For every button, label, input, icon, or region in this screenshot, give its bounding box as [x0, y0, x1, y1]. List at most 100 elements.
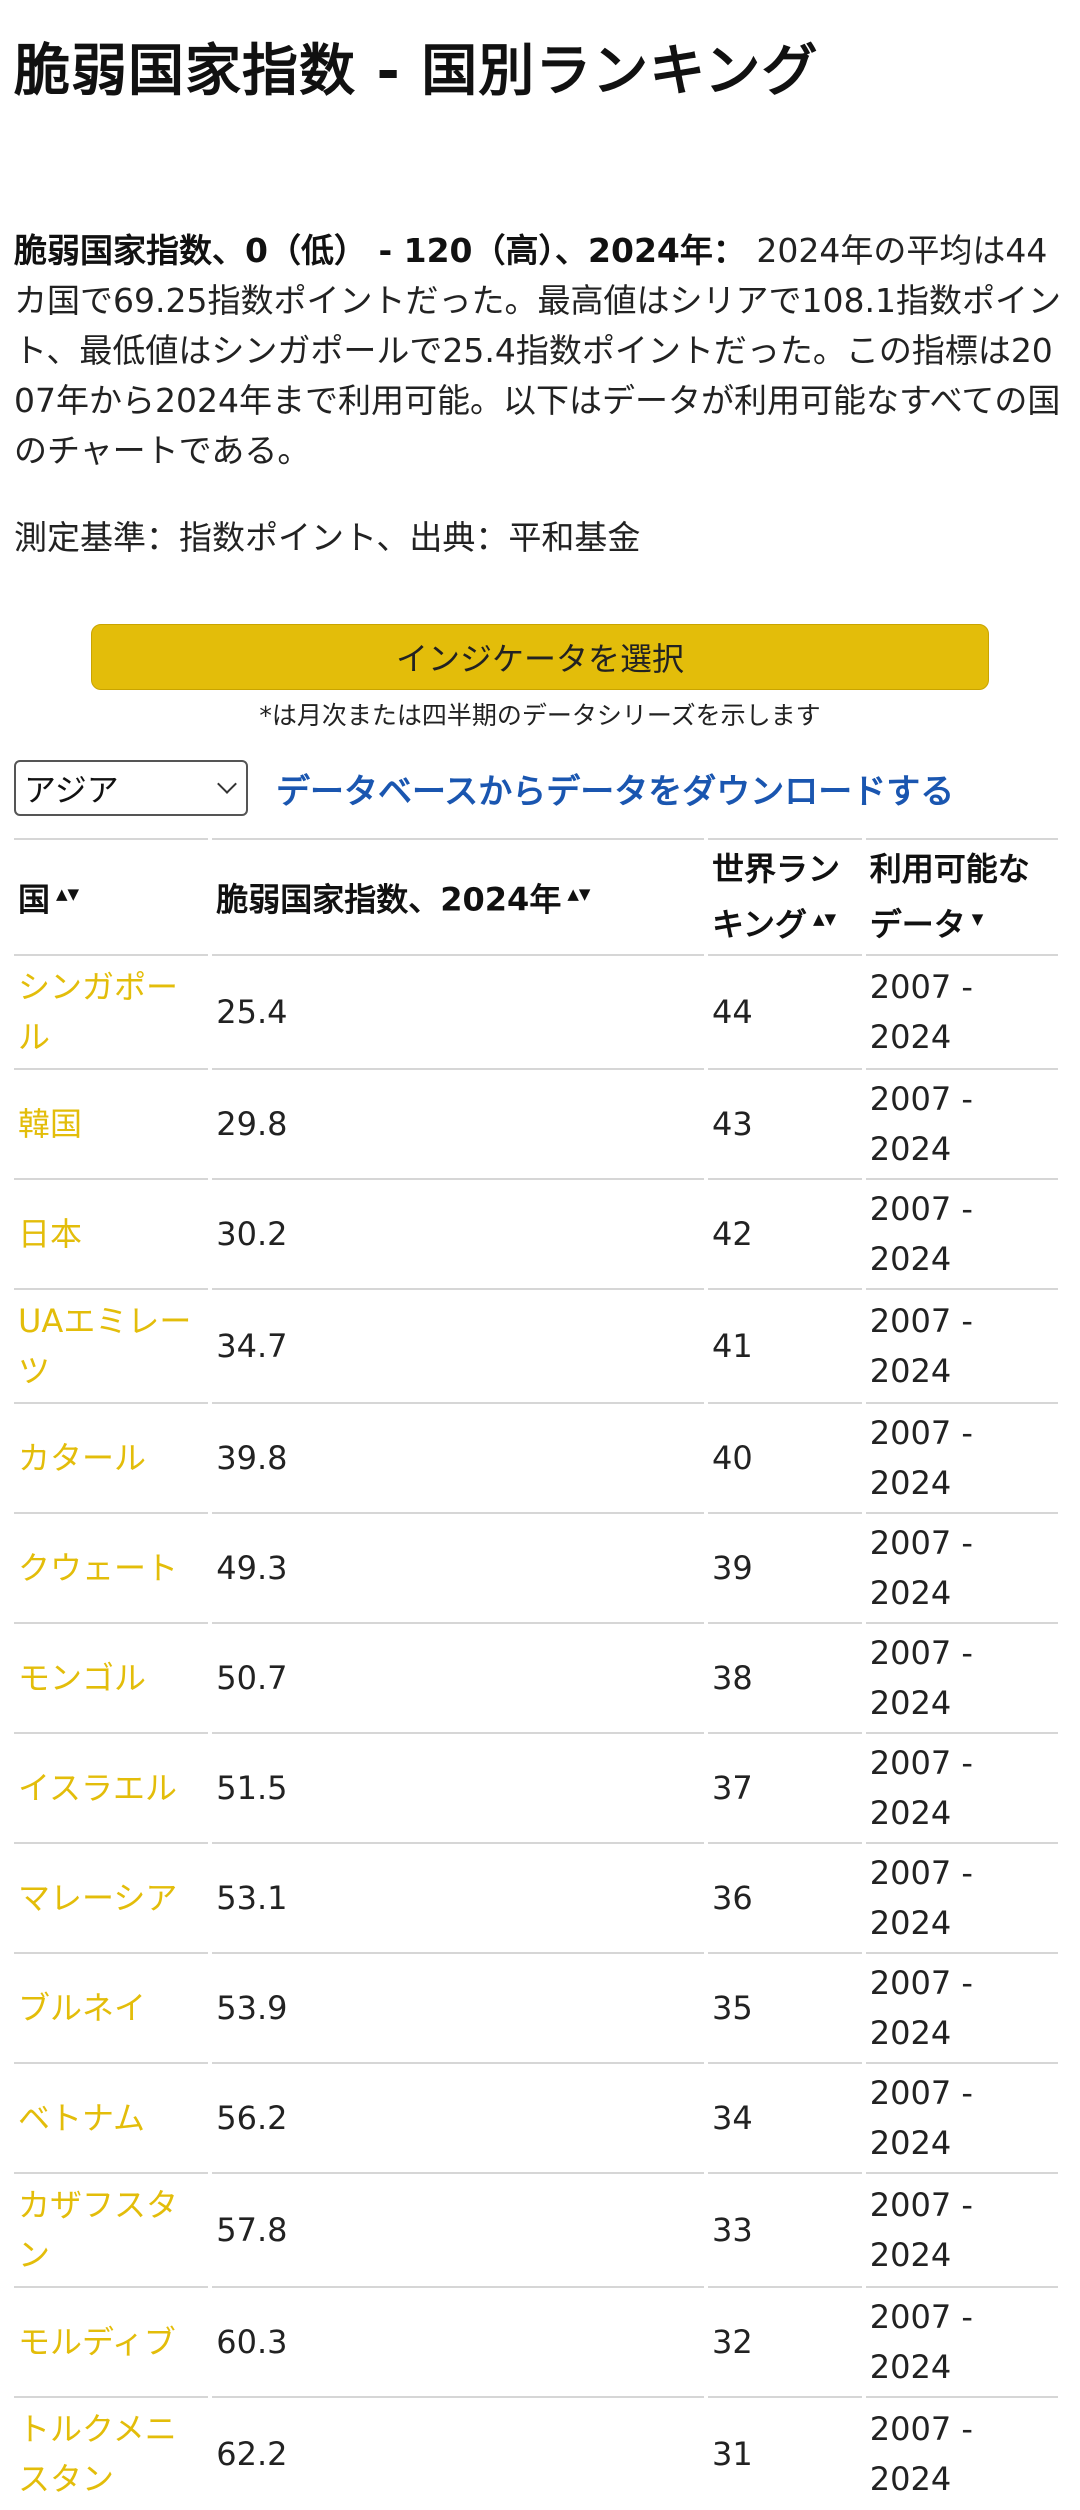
header-avail-label: 利用可能なデータ: [869, 850, 1030, 944]
cell-country: UAエミレーツ: [14, 1287, 209, 1402]
country-link[interactable]: クウェート: [18, 1548, 179, 1587]
country-link[interactable]: トルクメニスタン: [18, 2409, 177, 2498]
country-link[interactable]: マレーシア: [18, 1878, 178, 1917]
table-row: カタール 39.8 40 2007 - 2024: [14, 1401, 1058, 1512]
cell-data-range: 2007 - 2024: [865, 2395, 1058, 2510]
cell-data-range: 2007 - 2024: [865, 2285, 1058, 2396]
cell-rank: 34: [707, 2061, 862, 2172]
cell-data-range: 2007 - 2024: [865, 1177, 1058, 1288]
cell-value: 62.2: [212, 2395, 704, 2510]
header-rank-label: 世界ランキング: [711, 850, 840, 944]
cell-data-range: 2007 - 2024: [865, 1951, 1058, 2062]
country-link[interactable]: モンゴル: [18, 1658, 147, 1697]
sort-icon: ▲▼: [56, 885, 80, 903]
cell-rank: 40: [707, 1401, 862, 1512]
ranking-table: 国 ▲▼ 脆弱国家指数、2024年 ▲▼ 世界ランキング ▲▼ 利用可能なデータ ▼ シ…: [10, 838, 1062, 2510]
cell-value: 49.3: [212, 1511, 704, 1622]
cell-country: ベトナム: [14, 2061, 209, 2172]
table-row: モルディブ 60.3 32 2007 - 2024: [14, 2285, 1058, 2396]
cell-rank: 36: [707, 1841, 862, 1952]
indicator-selector: インジケータを選択 *は月次または四半期のデータシリーズを示します: [14, 624, 1066, 732]
ranking-table-body: シンガポール 25.4 44 2007 - 2024 韓国 29.8 43 2007 - 20…: [14, 953, 1058, 2510]
cell-rank: 41: [707, 1287, 862, 1402]
cell-rank: 37: [707, 1731, 862, 1842]
cell-rank: 38: [707, 1621, 862, 1732]
cell-value: 57.8: [212, 2171, 704, 2286]
cell-data-range: 2007 - 2024: [865, 1401, 1058, 1512]
header-value[interactable]: 脆弱国家指数、2024年 ▲▼: [212, 838, 704, 954]
cell-value: 34.7: [212, 1287, 704, 1402]
cell-data-range: 2007 - 2024: [865, 1067, 1058, 1178]
country-link[interactable]: 韓国: [18, 1104, 83, 1143]
cell-data-range: 2007 - 2024: [865, 1841, 1058, 1952]
indicator-description: 脆弱国家指数、0（低） - 120（高）、2024年： 2024年の平均は44カ…: [14, 226, 1066, 476]
table-row: ブルネイ 53.9 35 2007 - 2024: [14, 1951, 1058, 2062]
table-row: モンゴル 50.7 38 2007 - 2024: [14, 1621, 1058, 1732]
country-link[interactable]: モルディブ: [18, 2322, 176, 2361]
sort-icon: ▲▼: [567, 885, 591, 903]
cell-country: モンゴル: [14, 1621, 209, 1732]
country-link[interactable]: カタール: [18, 1438, 147, 1477]
cell-value: 50.7: [212, 1621, 704, 1732]
table-row: ベトナム 56.2 34 2007 - 2024: [14, 2061, 1058, 2172]
cell-rank: 33: [707, 2171, 862, 2286]
table-row: マレーシア 53.1 36 2007 - 2024: [14, 1841, 1058, 1952]
cell-data-range: 2007 - 2024: [865, 1511, 1058, 1622]
table-row: トルクメニスタン 62.2 31 2007 - 2024: [14, 2395, 1058, 2510]
table-controls: アジア データベースからデータをダウンロードする: [14, 760, 1066, 816]
header-country[interactable]: 国 ▲▼: [14, 838, 209, 954]
country-link[interactable]: カザフスタン: [18, 2185, 179, 2274]
cell-rank: 44: [707, 953, 862, 1068]
cell-data-range: 2007 - 2024: [865, 1621, 1058, 1732]
cell-country: モルディブ: [14, 2285, 209, 2396]
sort-down-icon: ▼: [971, 910, 984, 928]
cell-value: 51.5: [212, 1731, 704, 1842]
cell-value: 53.1: [212, 1841, 704, 1952]
cell-country: 日本: [14, 1177, 209, 1288]
country-link[interactable]: イスラエル: [18, 1768, 178, 1807]
cell-value: 56.2: [212, 2061, 704, 2172]
country-link[interactable]: 日本: [18, 1214, 83, 1253]
cell-rank: 32: [707, 2285, 862, 2396]
country-link[interactable]: UAエミレーツ: [18, 1301, 192, 1390]
cell-data-range: 2007 - 2024: [865, 1287, 1058, 1402]
cell-data-range: 2007 - 2024: [865, 953, 1058, 1068]
cell-value: 29.8: [212, 1067, 704, 1178]
cell-data-range: 2007 - 2024: [865, 1731, 1058, 1842]
table-row: 日本 30.2 42 2007 - 2024: [14, 1177, 1058, 1288]
cell-country: クウェート: [14, 1511, 209, 1622]
cell-rank: 35: [707, 1951, 862, 2062]
cell-value: 60.3: [212, 2285, 704, 2396]
cell-rank: 31: [707, 2395, 862, 2510]
table-row: カザフスタン 57.8 33 2007 - 2024: [14, 2171, 1058, 2286]
page-title: 脆弱国家指数 - 国別ランキング: [14, 39, 819, 104]
country-link[interactable]: シンガポール: [18, 967, 179, 1056]
table-header-row: 国 ▲▼ 脆弱国家指数、2024年 ▲▼ 世界ランキング ▲▼ 利用可能なデータ ▼: [14, 838, 1058, 954]
header-country-label: 国: [18, 880, 51, 919]
cell-rank: 39: [707, 1511, 862, 1622]
table-row: 韓国 29.8 43 2007 - 2024: [14, 1067, 1058, 1178]
country-link[interactable]: ブルネイ: [18, 1988, 147, 2027]
country-link[interactable]: ベトナム: [18, 2098, 146, 2137]
cell-country: 韓国: [14, 1067, 209, 1178]
cell-country: トルクメニスタン: [14, 2395, 209, 2510]
download-data-link[interactable]: データベースからデータをダウンロードする: [276, 771, 955, 812]
measure-source: 測定基準：指数ポイント、出典：平和基金: [14, 518, 641, 557]
cell-country: カタール: [14, 1401, 209, 1512]
header-avail[interactable]: 利用可能なデータ ▼: [865, 838, 1058, 954]
cell-country: シンガポール: [14, 953, 209, 1068]
description-heading: 脆弱国家指数、0（低） - 120（高）、2024年：: [14, 231, 746, 270]
table-row: クウェート 49.3 39 2007 - 2024: [14, 1511, 1058, 1622]
cell-country: イスラエル: [14, 1731, 209, 1842]
cell-value: 53.9: [212, 1951, 704, 2062]
table-row: UAエミレーツ 34.7 41 2007 - 2024: [14, 1287, 1058, 1402]
table-row: シンガポール 25.4 44 2007 - 2024: [14, 953, 1058, 1068]
region-select[interactable]: アジア: [14, 760, 248, 816]
header-rank[interactable]: 世界ランキング ▲▼: [707, 838, 862, 954]
cell-value: 30.2: [212, 1177, 704, 1288]
sort-icon: ▲▼: [813, 910, 837, 928]
cell-data-range: 2007 - 2024: [865, 2061, 1058, 2172]
cell-country: マレーシア: [14, 1841, 209, 1952]
select-indicator-button[interactable]: インジケータを選択: [91, 624, 989, 690]
